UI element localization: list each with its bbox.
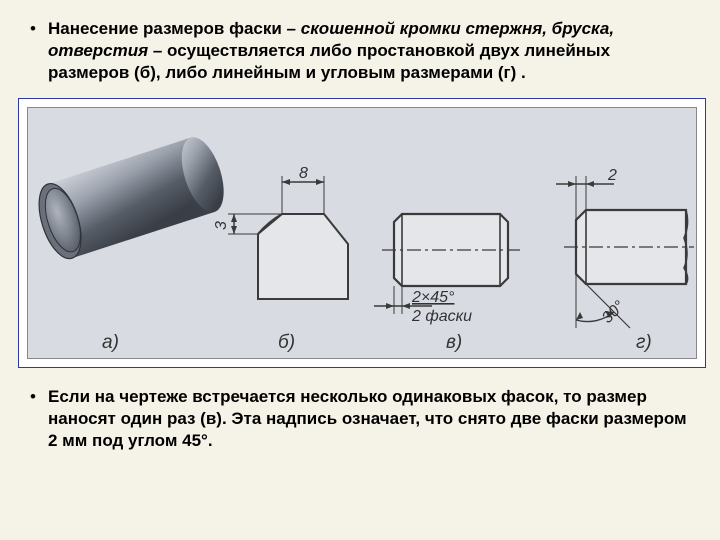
panel-b: 8 3 <box>213 165 348 299</box>
dim-b-v: 3 <box>213 221 230 230</box>
bullet-2: • <box>30 386 48 408</box>
figure-labels-row: а) б) в) г) <box>28 326 696 354</box>
dim-v-line2: 2 фаски <box>411 308 472 325</box>
figure-svg: 8 3 2×45° <box>28 108 696 358</box>
dim-b-h: 8 <box>299 165 308 182</box>
panel-g: 2 30° <box>556 167 694 328</box>
panel-a <box>31 132 232 264</box>
figure-inner: 8 3 2×45° <box>27 107 697 359</box>
label-b: б) <box>278 332 295 354</box>
paragraph-2: • Если на чертеже встречается несколько … <box>30 386 690 452</box>
figure-frame: 8 3 2×45° <box>18 98 706 368</box>
p1-part-a: Нанесение размеров фаски – <box>48 19 301 38</box>
bullet-1: • <box>30 18 48 40</box>
dim-v-line1: 2×45° <box>411 289 455 306</box>
para-1-text: Нанесение размеров фаски – скошенной кро… <box>48 18 690 84</box>
panel-v: 2×45° 2 фаски <box>374 214 520 325</box>
label-v: в) <box>446 332 462 354</box>
label-g: г) <box>636 332 652 354</box>
dim-g-top: 2 <box>607 167 617 184</box>
paragraph-1: • Нанесение размеров фаски – скошенной к… <box>30 18 690 84</box>
label-a: а) <box>102 332 119 354</box>
para-2-text: Если на чертеже встречается несколько од… <box>48 386 690 452</box>
